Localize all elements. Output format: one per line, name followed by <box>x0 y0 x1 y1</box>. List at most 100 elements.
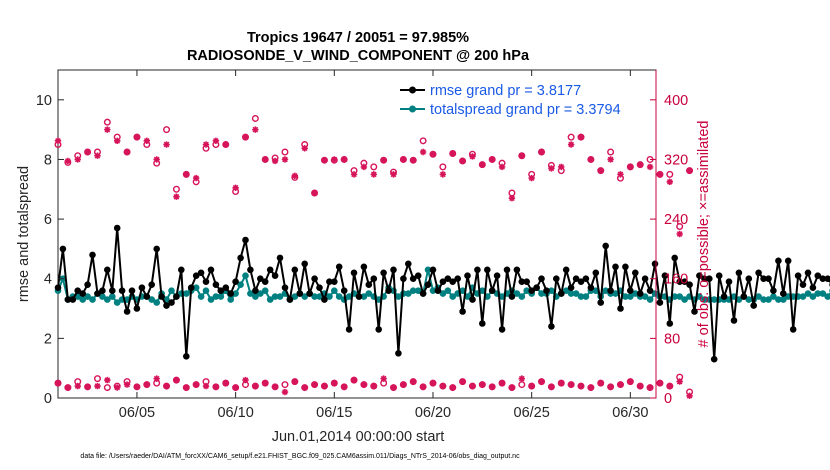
totalspread-point <box>202 287 210 295</box>
rmse-point <box>138 284 146 292</box>
rmse-point <box>247 266 254 274</box>
obs-assimilated-marker <box>212 383 220 391</box>
rmse-point <box>617 305 624 312</box>
rmse-point <box>261 278 269 286</box>
rmse-point <box>799 281 807 289</box>
rmse-point <box>656 299 664 306</box>
rmse-point <box>701 275 708 283</box>
rmse-point <box>513 266 521 274</box>
obs-assimilated-marker <box>281 388 289 396</box>
rmse-point <box>385 287 392 295</box>
obs-assimilated-marker <box>666 178 674 186</box>
rmse-point <box>316 284 323 292</box>
obs-assimilated-marker <box>143 381 151 388</box>
rmse-point <box>755 269 762 277</box>
obs-assimilated-marker <box>449 384 456 391</box>
obs-assimilated-marker <box>646 163 654 171</box>
rmse-point <box>104 266 111 274</box>
obs-assimilated-marker <box>617 171 624 178</box>
rmse-point <box>168 299 175 306</box>
rmse-point <box>661 272 669 280</box>
totalspread-point <box>651 290 659 297</box>
obs-possible-marker <box>419 137 427 145</box>
rmse-point <box>178 266 185 274</box>
obs-assimilated-marker <box>469 382 476 390</box>
rmse-point <box>562 266 570 274</box>
rmse-point <box>602 242 609 250</box>
rmse-point <box>153 245 160 253</box>
obs-assimilated-marker <box>637 382 644 390</box>
obs-assimilated-marker <box>331 156 338 163</box>
rmse-point <box>128 287 136 295</box>
totalspread-point <box>577 293 585 300</box>
rmse-point <box>439 278 447 286</box>
rmse-point <box>173 293 180 300</box>
totalspread-point <box>513 290 521 297</box>
obs-assimilated-marker <box>390 384 397 391</box>
rmse-point <box>79 290 86 297</box>
obs-assimilated-marker <box>666 382 674 390</box>
obs-assimilated-marker <box>439 171 447 178</box>
totalspread-point <box>671 293 678 300</box>
rmse-point <box>814 272 822 280</box>
rmse-point <box>242 236 249 244</box>
totalspread-point <box>775 296 782 303</box>
obs-possible-marker <box>251 114 259 122</box>
totalspread-point <box>701 296 708 303</box>
totalspread-point <box>612 290 619 297</box>
totalspread-point <box>153 299 160 306</box>
obs-assimilated-marker <box>212 137 220 145</box>
y-right-tick-label: 400 <box>664 93 688 109</box>
rmse-point <box>809 284 817 292</box>
rmse-point <box>720 293 728 300</box>
rmse-point <box>696 272 703 280</box>
y-axis-label-left: rmse and totalspread <box>16 166 32 302</box>
totalspread-point <box>148 296 155 303</box>
obs-assimilated-marker <box>192 174 200 182</box>
obs-assimilated-marker <box>262 156 269 163</box>
rmse-point <box>419 290 427 297</box>
obs-assimilated-marker <box>380 157 387 164</box>
obs-assimilated-marker <box>558 163 565 171</box>
totalspread-point <box>439 290 447 297</box>
rmse-point <box>498 326 506 333</box>
rmse-point <box>686 281 693 289</box>
obs-possible-marker <box>567 133 575 141</box>
rmse-point <box>375 326 383 333</box>
obs-assimilated-marker <box>94 152 101 159</box>
totalspread-point <box>622 293 629 300</box>
obs-assimilated-marker <box>390 171 397 178</box>
rmse-point <box>730 317 738 324</box>
obs-assimilated-marker <box>597 379 604 387</box>
totalspread-point <box>809 293 817 300</box>
rmse-point <box>819 275 827 283</box>
obs-assimilated-marker <box>153 156 160 163</box>
rmse-point <box>651 260 659 268</box>
obs-assimilated-marker <box>153 375 160 382</box>
legend-spread-label: totalspread grand pr = 3.3794 <box>430 102 621 118</box>
totalspread-point <box>326 293 333 300</box>
totalspread-point <box>681 296 688 303</box>
legend-rmse-marker <box>409 86 416 94</box>
rmse-point <box>232 278 239 286</box>
totalspread-point <box>572 290 580 297</box>
obs-assimilated-marker <box>350 171 358 178</box>
rmse-point <box>360 263 368 271</box>
y-right-tick-label: 80 <box>664 331 680 347</box>
obs-assimilated-marker <box>202 382 210 390</box>
rmse-point <box>636 290 644 297</box>
rmse-point <box>197 269 205 277</box>
rmse-point <box>252 287 259 295</box>
rmse-point <box>345 326 353 333</box>
rmse-point <box>488 287 496 295</box>
rmse-point <box>715 272 723 280</box>
rmse-point <box>227 290 234 297</box>
obs-possible-marker <box>281 148 289 156</box>
obs-assimilated-marker <box>222 379 229 387</box>
totalspread-point <box>291 293 299 300</box>
obs-possible-marker <box>163 126 171 134</box>
totalspread-point <box>79 296 86 303</box>
obs-assimilated-marker <box>360 163 368 171</box>
rmse-point <box>449 278 457 286</box>
obs-assimilated-marker <box>459 157 466 165</box>
